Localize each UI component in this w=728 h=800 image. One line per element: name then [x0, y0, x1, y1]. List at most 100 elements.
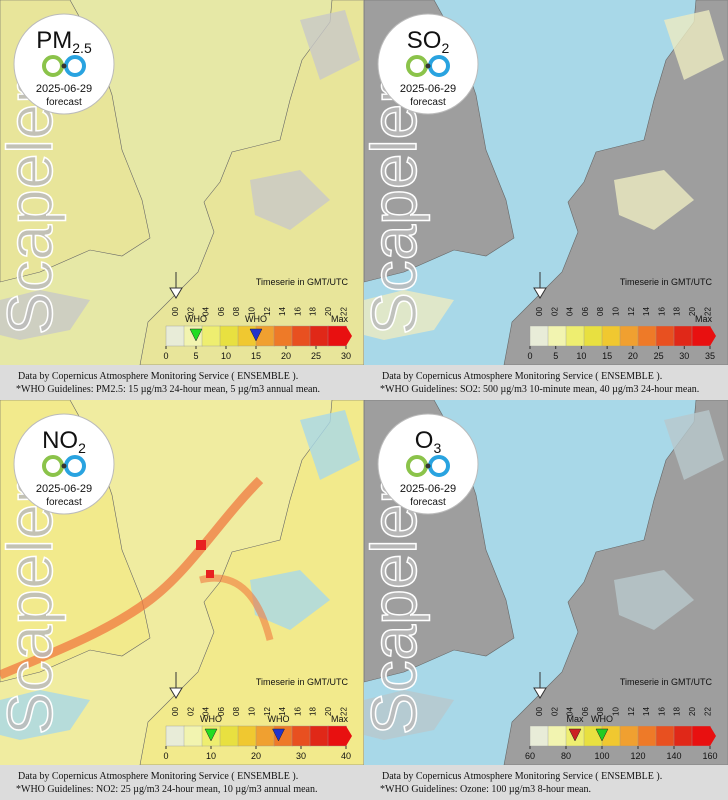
colour-step [529, 725, 549, 747]
footer [0, 765, 364, 800]
pollutant-subscript: 3 [433, 440, 441, 456]
mode: forecast [410, 497, 446, 508]
bar-arrow [346, 726, 352, 746]
colour-step [255, 725, 275, 747]
colour-step [673, 725, 693, 747]
pollutant-subscript: 2.5 [72, 40, 92, 56]
hour-label: 06 [581, 707, 590, 716]
hour-label: 20 [688, 707, 697, 716]
hour-label: 12 [263, 307, 272, 316]
scale-tick-label: 5 [553, 351, 558, 361]
who-label: WHO [200, 714, 222, 724]
hour-label: 00 [535, 707, 544, 716]
colour-step [673, 325, 693, 347]
scale-tick-label: 80 [561, 751, 571, 761]
hour-label: 10 [248, 307, 257, 316]
who-marker [204, 728, 218, 742]
hour-label: 08 [596, 707, 605, 716]
hour-label: 04 [566, 307, 575, 316]
who-label: Max [566, 714, 584, 724]
hour-label: 06 [217, 307, 226, 316]
patch [0, 410, 360, 740]
colour-step [691, 725, 711, 747]
scale-tick-label: 20 [628, 351, 638, 361]
who-marker [568, 728, 582, 742]
scale-tick-label: 10 [576, 351, 586, 361]
scale-tick-label: 35 [705, 351, 715, 361]
pollutant-subscript: 2 [78, 440, 86, 456]
colour-step [619, 725, 639, 747]
watermark: Scapeler [358, 482, 430, 735]
colour-step [309, 325, 329, 347]
hour-label: 18 [673, 707, 682, 716]
colour-step [583, 325, 603, 347]
bar-arrow [346, 326, 352, 346]
bar-arrow [710, 726, 716, 746]
pollutant-title: PM2.5 [36, 27, 92, 56]
hour-label: 02 [550, 707, 559, 716]
logo-dot [61, 63, 67, 69]
pollutant-name: PM [36, 27, 72, 54]
scale-tick-label: 140 [666, 751, 681, 761]
who-label: WHO [268, 714, 290, 724]
footer [364, 365, 728, 400]
timeserie-label: Timeserie in GMT/UTC [256, 277, 349, 287]
hour-label: 22 [339, 707, 348, 716]
scale-tick-label: 100 [594, 751, 609, 761]
logo-dot [61, 463, 67, 469]
hour-label: 00 [171, 707, 180, 716]
source: Data by Copernicus Atmosphere Monitoring… [382, 371, 662, 382]
hour-label: 16 [657, 307, 666, 316]
timeserie-label: Timeserie in GMT/UTC [620, 277, 713, 287]
footer [364, 765, 728, 800]
who-note: *WHO Guidelines: Ozone: 100 µg/m3 8-hour… [380, 784, 591, 795]
date: 2025-06-29 [36, 83, 92, 95]
colour-step [291, 725, 311, 747]
hour-label: 18 [673, 307, 682, 316]
colour-step [309, 725, 329, 747]
hour-label: 10 [612, 307, 621, 316]
hour-label: 18 [309, 307, 318, 316]
colour-step [547, 325, 567, 347]
colour-step [201, 325, 221, 347]
date: 2025-06-29 [400, 83, 456, 95]
panel: Scapeler SO2 2025-06-29 forecast Timeserie i… [357, 0, 728, 400]
pollutant-name: NO [42, 427, 78, 454]
patch [0, 10, 360, 340]
pollutant-title: SO2 [407, 27, 450, 56]
scale-tick-label: 5 [193, 351, 198, 361]
scale-tick-label: 30 [679, 351, 689, 361]
scale-tick-label: 25 [311, 351, 321, 361]
colour-step [547, 725, 567, 747]
watermark: Scapeler [0, 82, 66, 335]
colour-step [183, 725, 203, 747]
footer [0, 365, 364, 400]
patch [364, 10, 724, 340]
hour-label: 12 [263, 707, 272, 716]
scale-tick-label: 15 [251, 351, 261, 361]
colour-step [291, 325, 311, 347]
hour-label: 14 [642, 307, 651, 316]
colour-step [637, 725, 657, 747]
hour-label: 20 [324, 307, 333, 316]
now-arrow-head [533, 687, 547, 699]
scale-tick-label: 40 [341, 751, 351, 761]
pollutant-title: O3 [415, 427, 442, 456]
timeserie-label: Timeserie in GMT/UTC [256, 677, 349, 687]
hour-label: 02 [186, 307, 195, 316]
colour-step [237, 725, 257, 747]
hour-label: 02 [186, 707, 195, 716]
mode: forecast [46, 497, 82, 508]
hotspot [206, 570, 214, 578]
colour-step [637, 325, 657, 347]
colour-step [655, 725, 675, 747]
hour-label: 08 [232, 307, 241, 316]
colour-step [327, 725, 347, 747]
patch [364, 410, 724, 740]
hour-label: 20 [688, 307, 697, 316]
plume [199, 574, 274, 641]
hour-label: 06 [581, 307, 590, 316]
now-arrow-head [169, 287, 183, 299]
hour-label: 16 [293, 307, 302, 316]
